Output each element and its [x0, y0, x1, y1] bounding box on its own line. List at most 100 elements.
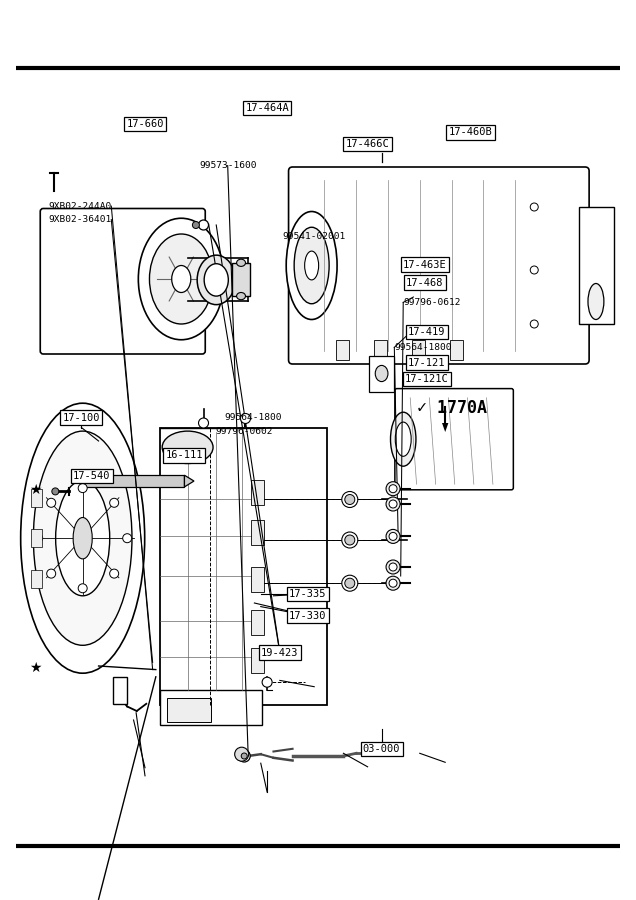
Ellipse shape [375, 365, 388, 382]
Text: ✓ 1770A: ✓ 1770A [417, 399, 487, 417]
Text: 99796-0602: 99796-0602 [216, 428, 273, 436]
Text: 17-463E: 17-463E [403, 259, 446, 270]
Circle shape [342, 575, 358, 591]
Ellipse shape [237, 292, 245, 300]
Circle shape [240, 413, 251, 424]
Circle shape [198, 418, 209, 428]
Text: 17-468: 17-468 [406, 277, 443, 288]
Bar [412, 340, 425, 360]
Circle shape [198, 220, 209, 230]
Bar [251, 520, 264, 545]
Circle shape [46, 499, 56, 508]
Ellipse shape [396, 422, 411, 456]
Ellipse shape [139, 219, 225, 339]
Circle shape [386, 529, 400, 544]
Text: 19-423: 19-423 [261, 647, 298, 658]
Ellipse shape [197, 256, 235, 305]
Ellipse shape [294, 227, 329, 304]
Circle shape [389, 500, 397, 508]
Circle shape [78, 483, 87, 492]
Circle shape [345, 494, 355, 505]
Circle shape [530, 266, 538, 274]
Ellipse shape [73, 518, 92, 559]
Circle shape [235, 747, 249, 761]
Bar [31, 489, 42, 507]
Circle shape [386, 576, 400, 590]
Circle shape [34, 534, 43, 543]
Bar [369, 356, 394, 392]
Circle shape [46, 569, 56, 578]
Text: 9XB02-244A0: 9XB02-244A0 [48, 202, 111, 211]
Circle shape [109, 499, 119, 508]
FancyBboxPatch shape [83, 475, 184, 487]
FancyBboxPatch shape [395, 389, 513, 490]
Ellipse shape [204, 264, 228, 296]
Text: 17-121C: 17-121C [405, 374, 448, 384]
Text: 9XB02-36401: 9XB02-36401 [48, 215, 111, 224]
Circle shape [109, 569, 119, 578]
Bar [167, 698, 211, 722]
Circle shape [345, 535, 355, 545]
Text: 17-660: 17-660 [127, 119, 163, 130]
Circle shape [342, 491, 358, 508]
Circle shape [389, 485, 397, 492]
Text: 99796-0612: 99796-0612 [403, 298, 460, 307]
Circle shape [262, 677, 272, 688]
Text: 17-335: 17-335 [289, 589, 326, 599]
Ellipse shape [149, 234, 213, 324]
Circle shape [386, 560, 400, 574]
Bar [374, 340, 387, 360]
Text: 99573-1600: 99573-1600 [199, 161, 256, 170]
Text: 17-464A: 17-464A [245, 103, 289, 113]
Circle shape [530, 320, 538, 328]
Circle shape [389, 533, 397, 540]
Polygon shape [184, 475, 194, 487]
Ellipse shape [172, 266, 191, 292]
Circle shape [78, 584, 87, 593]
Bar [579, 207, 614, 324]
Bar [113, 677, 127, 704]
Bar [232, 263, 250, 296]
Bar [31, 570, 42, 588]
FancyBboxPatch shape [160, 428, 327, 705]
Bar [31, 529, 42, 547]
Circle shape [241, 753, 247, 759]
Text: 17-330: 17-330 [289, 610, 326, 621]
Bar [251, 648, 264, 673]
Ellipse shape [20, 403, 145, 673]
Bar [251, 567, 264, 592]
Text: 03-000: 03-000 [363, 743, 400, 754]
Ellipse shape [162, 431, 213, 464]
Ellipse shape [56, 481, 110, 596]
Text: 99541-02001: 99541-02001 [282, 232, 346, 241]
Text: 17-419: 17-419 [408, 327, 445, 338]
Circle shape [52, 488, 59, 495]
Circle shape [386, 482, 400, 496]
Text: ★: ★ [29, 482, 42, 497]
Ellipse shape [391, 412, 416, 466]
Bar [251, 610, 264, 635]
Text: 17-466C: 17-466C [346, 139, 389, 149]
Bar [336, 340, 349, 360]
Circle shape [238, 750, 250, 762]
Ellipse shape [588, 284, 604, 320]
Circle shape [345, 578, 355, 589]
Polygon shape [442, 423, 448, 432]
Circle shape [389, 563, 397, 571]
Text: 17-460B: 17-460B [449, 127, 492, 138]
Text: 99564-1800: 99564-1800 [394, 343, 452, 352]
Bar [251, 480, 264, 505]
Circle shape [342, 532, 358, 548]
Text: 17-540: 17-540 [73, 471, 110, 482]
Circle shape [389, 580, 397, 587]
Text: ★: ★ [29, 661, 42, 675]
FancyBboxPatch shape [40, 209, 205, 354]
Bar [450, 340, 463, 360]
Text: 99564-1800: 99564-1800 [225, 413, 282, 422]
Text: 16-111: 16-111 [166, 450, 203, 461]
Ellipse shape [237, 259, 245, 266]
Circle shape [192, 221, 200, 229]
Text: 17-121: 17-121 [408, 357, 445, 368]
Ellipse shape [305, 251, 319, 280]
FancyBboxPatch shape [289, 167, 589, 364]
